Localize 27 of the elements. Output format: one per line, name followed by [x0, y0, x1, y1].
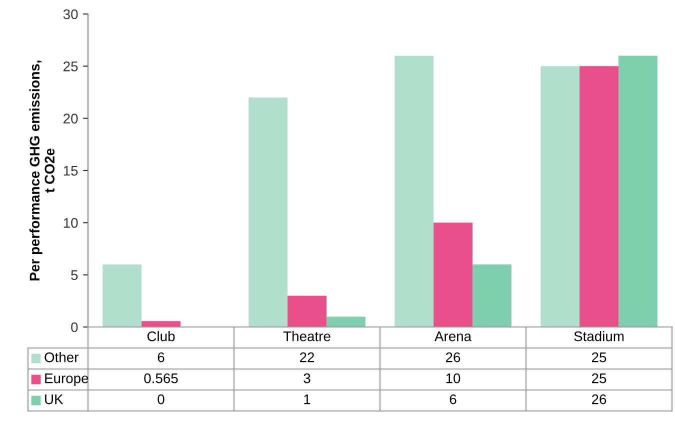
- x-tick-label: Arena: [434, 332, 472, 342]
- legend-label: Other: [44, 352, 79, 362]
- data-label: 6: [450, 394, 456, 404]
- data-label: 26: [592, 394, 606, 404]
- data-label: 3: [304, 373, 310, 384]
- data-label: 6: [158, 352, 164, 362]
- y-tick-label: 5: [71, 270, 78, 280]
- y-tick-label: 0: [71, 322, 78, 332]
- y-axis-title: Per performance GHG emissions, t CO2e: [29, 60, 55, 280]
- data-label: 26: [446, 352, 460, 362]
- legend-label: UK: [45, 394, 64, 404]
- data-label: 0.565: [144, 373, 178, 384]
- x-tick-label: Stadium: [574, 331, 624, 342]
- data-label: 0: [158, 394, 164, 404]
- y-tick-label: 25: [64, 62, 78, 72]
- data-label: 1: [304, 394, 310, 404]
- y-tick-label: 15: [64, 166, 78, 176]
- data-label: 10: [446, 373, 460, 384]
- data-label: 25: [592, 352, 606, 362]
- data-label: 22: [300, 352, 314, 362]
- data-label: 25: [592, 373, 606, 384]
- y-tick-label: 30: [63, 9, 78, 20]
- legend-label: Europe: [45, 374, 88, 386]
- y-tick-label: 10: [64, 218, 78, 228]
- y-tick-label: 20: [64, 114, 78, 124]
- x-tick-label: Club: [147, 331, 175, 342]
- x-tick-label: Theatre: [283, 331, 330, 342]
